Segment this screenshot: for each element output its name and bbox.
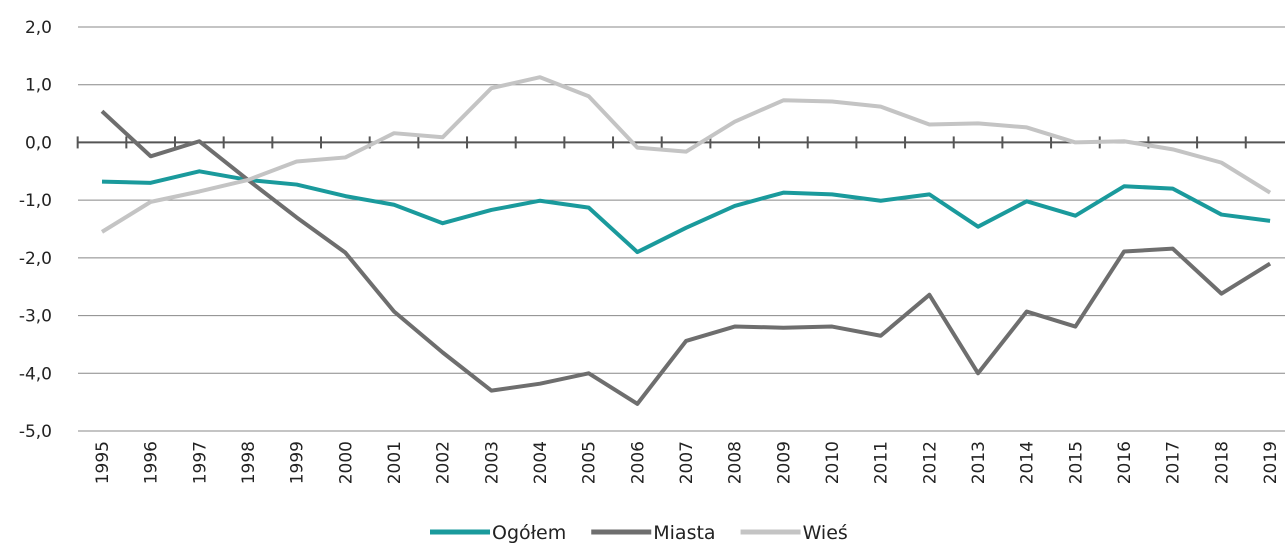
series-line <box>101 169 1271 255</box>
x-tick-label: 2010 <box>823 441 843 484</box>
x-tick-label: 2002 <box>434 441 454 484</box>
x-tick-label: 2013 <box>969 441 989 484</box>
x-tick-label: 2008 <box>726 441 746 484</box>
legend-label: Miasta <box>653 522 715 544</box>
legend-label: Ogółem <box>492 522 566 544</box>
x-tick-label: 2011 <box>872 441 892 484</box>
x-tick-label: 2019 <box>1261 441 1281 484</box>
x-tick-label: 2015 <box>1066 441 1086 484</box>
x-tick-label: 2000 <box>336 441 356 484</box>
x-tick-label: 2018 <box>1212 441 1232 484</box>
x-tick-label: 1998 <box>239 441 259 484</box>
x-tick-label: 2016 <box>1115 441 1135 484</box>
x-tick-label: 2001 <box>385 441 405 484</box>
x-tick-label: 2005 <box>580 441 600 484</box>
x-tick-label: 1999 <box>288 441 308 484</box>
y-tick-label: -3,0 <box>19 307 52 327</box>
legend: Ogółem Miasta Wieś <box>430 522 848 544</box>
y-tick-label: -1,0 <box>19 191 52 211</box>
x-tick-label: 2014 <box>1018 441 1038 484</box>
x-tick-label: 2007 <box>677 441 697 484</box>
y-tick-label: 2,0 <box>25 18 52 38</box>
x-tick-label: 2017 <box>1164 441 1184 484</box>
legend-label: Wieś <box>803 522 848 544</box>
x-tick-label: 2009 <box>774 441 794 484</box>
x-tick-label: 1997 <box>190 441 210 484</box>
series-line <box>100 75 1272 234</box>
x-tick-label: 2012 <box>920 441 940 484</box>
series-line <box>100 109 1272 406</box>
x-tick-label: 2003 <box>482 441 502 484</box>
y-tick-label: -4,0 <box>19 364 52 384</box>
x-tick-label: 2004 <box>531 441 551 484</box>
x-tick-label: 1995 <box>93 441 113 484</box>
x-tick-label: 2006 <box>628 441 648 484</box>
x-tick-label: 1996 <box>142 441 162 484</box>
y-tick-label: -5,0 <box>19 422 52 442</box>
y-tick-label: 1,0 <box>25 76 52 96</box>
y-tick-label: -2,0 <box>19 249 52 269</box>
y-tick-label: 0,0 <box>25 133 52 153</box>
